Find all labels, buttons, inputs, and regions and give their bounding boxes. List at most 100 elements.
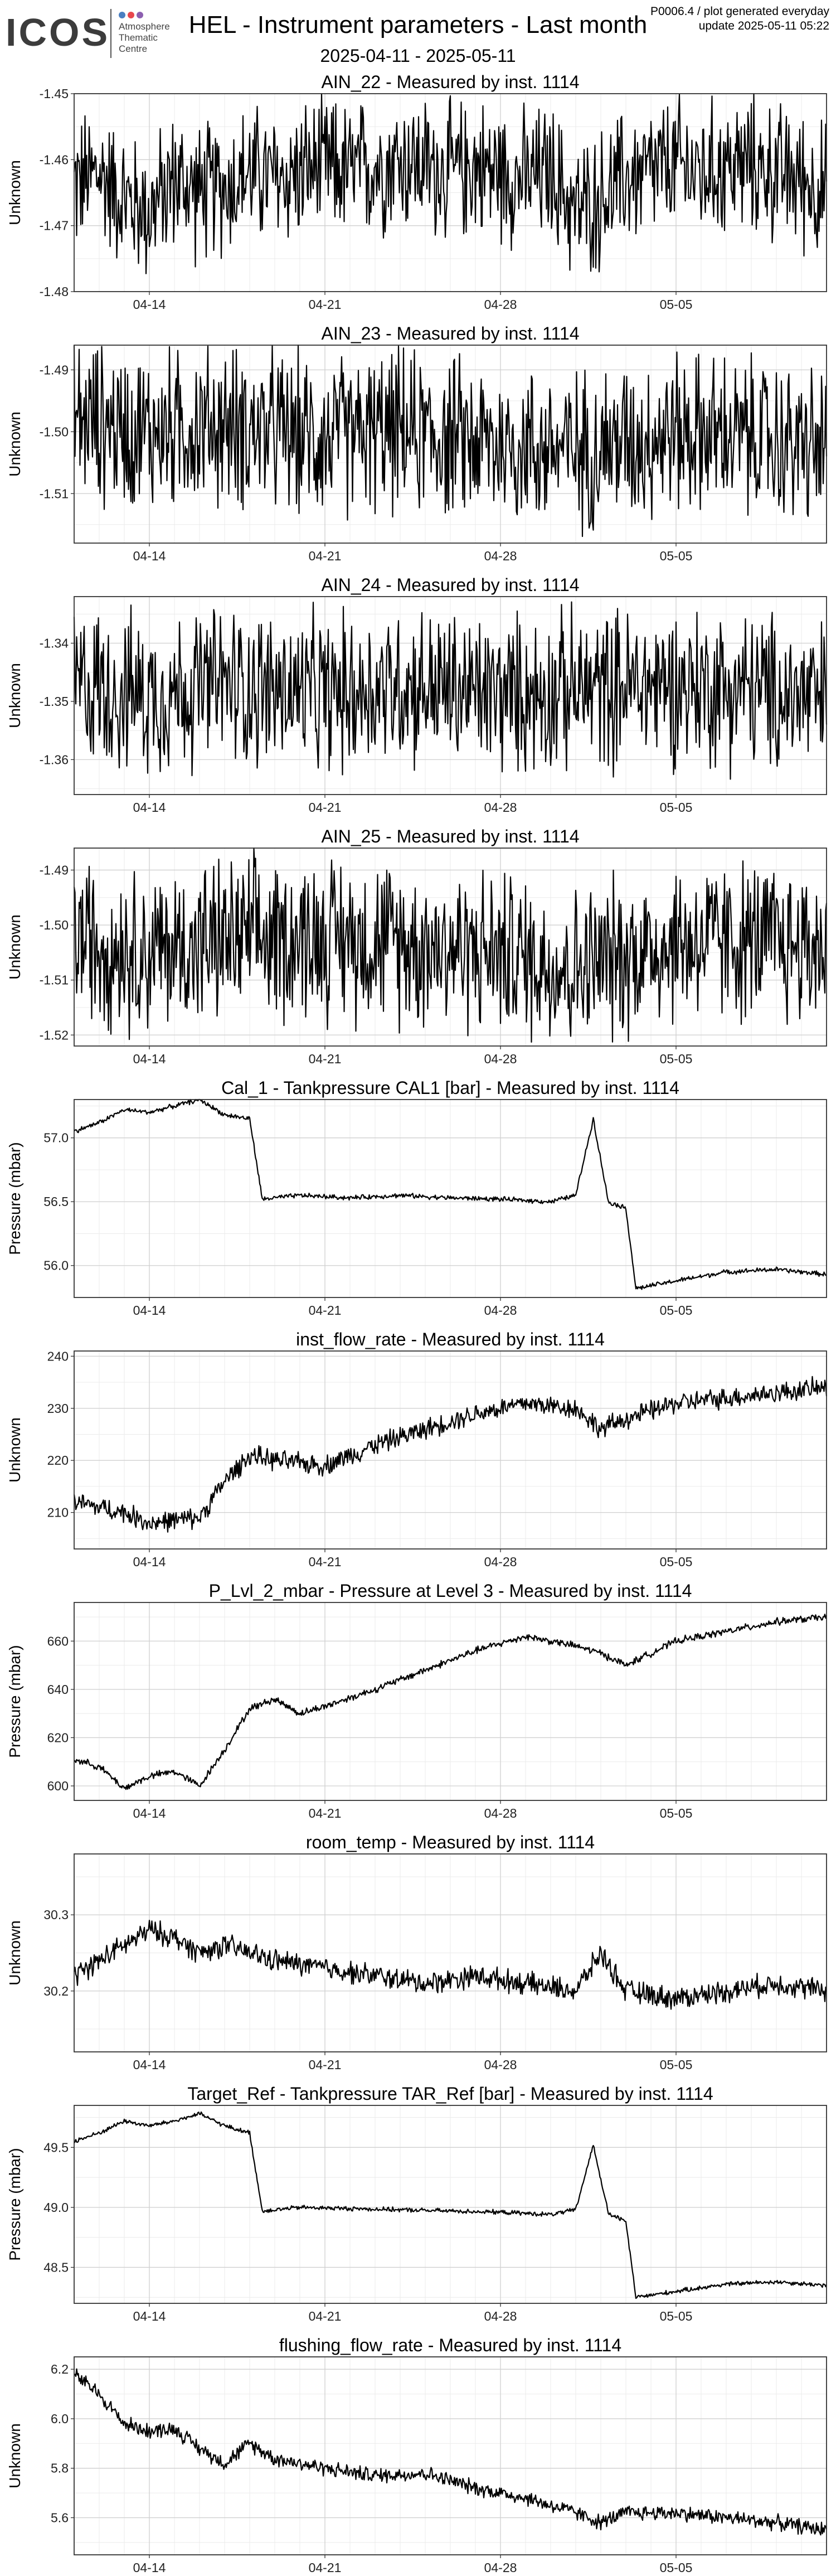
- x-tick-label: 04-14: [133, 297, 166, 312]
- x-tick-label: 04-28: [484, 297, 517, 312]
- plot-border: [74, 1853, 827, 2052]
- plot-border: [74, 848, 827, 1047]
- meta-line-2: update 2025-05-11 05:22: [698, 20, 829, 32]
- chart-panel-2: AIN_23 - Measured by inst. 1114 -1.51 -1.5…: [6, 323, 828, 563]
- chart-panel-3: AIN_24 - Measured by inst. 1114 -1.36 -1.3…: [6, 575, 828, 815]
- chart-panel-9: Target_Ref - Tankpressure TAR_Ref [bar] …: [6, 2084, 828, 2323]
- y-tick-label: -1.49: [40, 863, 69, 877]
- x-tick-label: 04-28: [484, 1806, 517, 1820]
- series-line: [73, 1920, 828, 2010]
- y-axis-label: Unknown: [6, 1920, 23, 1986]
- chart-title: flushing_flow_rate - Measured by inst. 1…: [279, 2335, 621, 2355]
- y-tick-label: 49.0: [43, 2200, 69, 2215]
- x-tick-label: 04-21: [309, 800, 342, 815]
- chart-title: AIN_23 - Measured by inst. 1114: [321, 323, 579, 343]
- x-tick-label: 04-14: [133, 1806, 166, 1820]
- y-axis-label: Unknown: [6, 1417, 23, 1483]
- chart-title: AIN_24 - Measured by inst. 1114: [321, 575, 579, 595]
- x-tick-label: 05-05: [660, 297, 693, 312]
- x-tick-label: 05-05: [660, 2057, 693, 2072]
- logo-separator: [110, 9, 111, 58]
- page-header: ICOS Atmosphere Thematic Centre HEL - In…: [0, 0, 836, 70]
- icos-logo: ICOS Atmosphere Thematic Centre: [6, 4, 184, 58]
- x-tick-label: 05-05: [660, 1555, 693, 1569]
- y-tick-label: -1.48: [40, 284, 69, 299]
- y-axis-label: Pressure (mbar): [6, 2148, 23, 2260]
- y-tick-label: 220: [47, 1453, 69, 1468]
- series-line: [73, 847, 828, 1043]
- x-tick-label: 04-21: [309, 2309, 342, 2323]
- logo-sub-line-3: Centre: [119, 43, 148, 54]
- plot-border: [74, 1602, 827, 1801]
- y-tick-label: 660: [47, 1634, 69, 1648]
- y-tick-label: 56.5: [43, 1194, 69, 1209]
- x-tick-label: 05-05: [660, 549, 693, 563]
- y-axis-label: Pressure (mbar): [6, 1645, 23, 1757]
- chart-title: inst_flow_rate - Measured by inst. 1114: [296, 1329, 605, 1349]
- x-tick-label: 04-28: [484, 1555, 517, 1569]
- x-tick-label: 04-21: [309, 1555, 342, 1569]
- chart-title: Cal_1 - Tankpressure CAL1 [bar] - Measur…: [221, 1078, 679, 1098]
- x-tick-label: 04-21: [309, 2560, 342, 2575]
- y-tick-label: -1.46: [40, 152, 69, 167]
- x-tick-label: 05-05: [660, 2560, 693, 2575]
- y-tick-label: 620: [47, 1730, 69, 1745]
- y-tick-label: 6.2: [51, 2362, 69, 2376]
- x-tick-label: 05-05: [660, 800, 693, 815]
- logo-dot-blue: [119, 12, 125, 18]
- series-line: [73, 601, 828, 780]
- x-tick-label: 05-05: [660, 1806, 693, 1820]
- logo-sub-line-2: Thematic: [119, 32, 158, 43]
- x-tick-label: 04-21: [309, 1052, 342, 1066]
- x-tick-label: 05-05: [660, 1052, 693, 1066]
- plot-border: [74, 345, 827, 544]
- series-line: [73, 1376, 828, 1533]
- x-tick-label: 04-21: [309, 297, 342, 312]
- x-tick-label: 04-14: [133, 1555, 166, 1569]
- y-tick-label: 48.5: [43, 2260, 69, 2274]
- y-tick-label: -1.34: [40, 636, 69, 651]
- y-axis-label: Unknown: [6, 2423, 23, 2488]
- y-tick-label: 210: [47, 1505, 69, 1520]
- generation-info: P0006.4 / plot generated everyday update…: [650, 4, 829, 33]
- y-tick-label: 6.0: [51, 2412, 69, 2426]
- y-tick-label: 30.3: [43, 1907, 69, 1922]
- x-tick-label: 04-28: [484, 1052, 517, 1066]
- y-axis-label: Pressure (mbar): [6, 1142, 23, 1255]
- x-tick-label: 04-21: [309, 549, 342, 563]
- page-title: HEL - Instrument parameters - Last month: [188, 11, 648, 38]
- x-tick-label: 04-28: [484, 1303, 517, 1318]
- y-tick-label: -1.51: [40, 973, 69, 987]
- x-tick-label: 04-21: [309, 1303, 342, 1318]
- y-tick-label: 600: [47, 1779, 69, 1793]
- x-tick-label: 04-14: [133, 1052, 166, 1066]
- chart-panel-1: AIN_22 - Measured by inst. 1114 -1.48 -1.4…: [6, 72, 828, 312]
- x-tick-label: 04-28: [484, 2309, 517, 2323]
- y-tick-label: 230: [47, 1401, 69, 1416]
- y-tick-label: -1.50: [40, 424, 69, 439]
- y-tick-label: -1.52: [40, 1028, 69, 1042]
- y-tick-label: -1.47: [40, 219, 69, 233]
- chart-panel-10: flushing_flow_rate - Measured by inst. 1…: [6, 2335, 828, 2575]
- y-tick-label: -1.45: [40, 86, 69, 101]
- y-tick-label: -1.49: [40, 362, 69, 377]
- plot-border: [74, 596, 827, 795]
- x-tick-label: 04-14: [133, 549, 166, 563]
- plot-border: [74, 1099, 827, 1298]
- logo-text: ICOS: [6, 11, 110, 54]
- x-tick-label: 04-14: [133, 800, 166, 815]
- y-tick-label: 640: [47, 1682, 69, 1697]
- x-tick-label: 04-14: [133, 2309, 166, 2323]
- logo-dot-red: [128, 12, 134, 18]
- x-tick-label: 04-28: [484, 800, 517, 815]
- x-tick-label: 05-05: [660, 1303, 693, 1318]
- y-tick-label: 57.0: [43, 1131, 69, 1145]
- series-line: [74, 1614, 828, 1790]
- chart-title: room_temp - Measured by inst. 1114: [306, 1832, 595, 1852]
- chart-panel-4: AIN_25 - Measured by inst. 1114 -1.52 -1.5…: [6, 826, 828, 1066]
- x-tick-label: 04-21: [309, 1806, 342, 1820]
- chart-panel-7: P_Lvl_2_mbar - Pressure at Level 3 - Mea…: [6, 1581, 828, 1820]
- chart-panel-8: room_temp - Measured by inst. 1114 30.2 30…: [6, 1832, 828, 2072]
- logo-sub-line-1: Atmosphere: [119, 21, 170, 32]
